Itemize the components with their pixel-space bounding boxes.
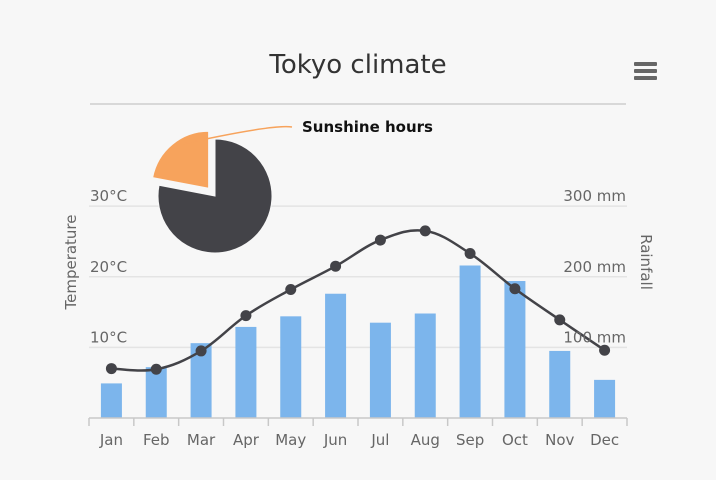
x-axis-category-label: Feb bbox=[143, 431, 170, 449]
rainfall-bar bbox=[459, 265, 481, 418]
x-axis-category-label: Nov bbox=[545, 431, 574, 449]
pie-slice bbox=[152, 130, 210, 189]
right-axis-tick-label: 100 mm bbox=[563, 328, 626, 346]
temperature-point bbox=[599, 344, 611, 356]
left-axis-title: Temperature bbox=[62, 214, 80, 310]
axis-ticks: 10°C 20°C 30°C 100 mm 200 mm 300 mm Jan Feb Mar A… bbox=[88, 187, 628, 449]
left-axis-tick-label: 20°C bbox=[90, 258, 127, 276]
left-axis-tick-label: 10°C bbox=[90, 328, 127, 346]
x-axis-category-label: Oct bbox=[502, 431, 528, 449]
temperature-point bbox=[374, 234, 386, 246]
temperature-point bbox=[554, 314, 566, 326]
x-axis-category-label: Sep bbox=[456, 431, 484, 449]
x-axis-category-label: Apr bbox=[233, 431, 260, 449]
temperature-point bbox=[509, 283, 521, 295]
temperature-point bbox=[240, 310, 252, 322]
right-axis-tick-label: 200 mm bbox=[563, 258, 626, 276]
menu-icon-bar-top bbox=[634, 62, 657, 66]
pie-slice-label: Sunshine hours bbox=[302, 118, 433, 136]
chart-title: Tokyo climate bbox=[268, 50, 446, 80]
right-axis-tick-label: 300 mm bbox=[563, 187, 626, 205]
temperature-point bbox=[150, 363, 162, 375]
x-axis-category-label: May bbox=[275, 431, 306, 449]
temperature-line bbox=[105, 225, 611, 375]
x-axis-category-label: Jan bbox=[99, 431, 123, 449]
rainfall-bar bbox=[325, 293, 347, 418]
menu-icon-bar-bottom bbox=[634, 76, 657, 80]
rainfall-bar bbox=[594, 379, 616, 418]
x-axis-category-label: Dec bbox=[590, 431, 619, 449]
x-axis-category-label: Jun bbox=[323, 431, 347, 449]
temperature-point bbox=[419, 225, 431, 237]
rainfall-bar bbox=[190, 343, 212, 418]
right-axis-title: Rainfall bbox=[637, 234, 655, 290]
left-axis-tick-label: 30°C bbox=[90, 187, 127, 205]
x-axis-category-label: Mar bbox=[187, 431, 216, 449]
menu-icon[interactable] bbox=[634, 62, 657, 80]
rainfall-bars bbox=[100, 265, 616, 418]
rainfall-bar bbox=[369, 322, 391, 418]
rainfall-bar bbox=[235, 326, 257, 418]
rainfall-bar bbox=[414, 313, 436, 418]
rainfall-bar bbox=[145, 367, 167, 418]
x-axis-category-label: Aug bbox=[411, 431, 440, 449]
x-axis-category-label: Jul bbox=[370, 431, 389, 449]
temperature-point bbox=[464, 247, 476, 259]
menu-icon-bar-middle bbox=[634, 69, 657, 73]
temperature-point bbox=[195, 345, 207, 357]
pie-label-connector bbox=[173, 125, 293, 147]
rainfall-bar bbox=[280, 316, 302, 418]
sunshine-pie: Sunshine hours bbox=[152, 118, 433, 254]
temperature-line-path bbox=[111, 229, 606, 372]
temperature-point bbox=[330, 260, 342, 272]
pie-slice bbox=[157, 138, 273, 254]
temperature-point bbox=[105, 363, 117, 375]
rainfall-bar bbox=[549, 350, 571, 418]
temperature-point bbox=[285, 283, 297, 295]
rainfall-bar bbox=[100, 383, 122, 418]
rainfall-bar bbox=[504, 281, 526, 418]
